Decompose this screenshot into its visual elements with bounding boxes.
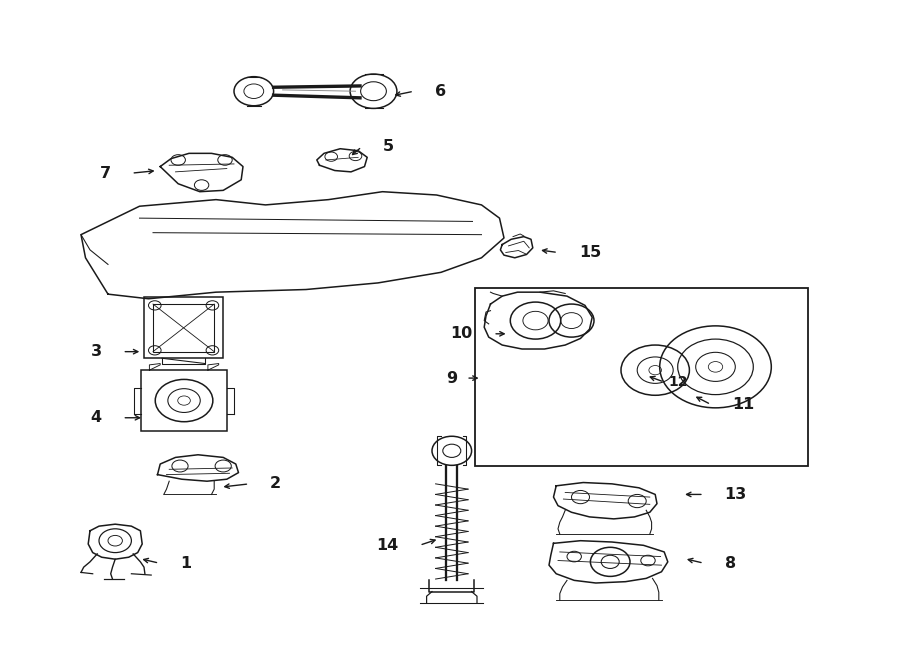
Text: 5: 5 bbox=[382, 139, 393, 154]
Text: 4: 4 bbox=[91, 410, 102, 425]
Text: 9: 9 bbox=[446, 371, 457, 385]
Bar bbox=[141, 370, 227, 431]
Text: 3: 3 bbox=[91, 344, 102, 359]
Bar bbox=[144, 297, 223, 358]
Text: 13: 13 bbox=[724, 487, 747, 502]
Bar bbox=[475, 288, 808, 466]
Text: 14: 14 bbox=[376, 538, 399, 553]
Text: 7: 7 bbox=[100, 166, 111, 180]
Text: 1: 1 bbox=[180, 556, 191, 570]
Text: 10: 10 bbox=[450, 327, 472, 341]
Bar bbox=[153, 304, 214, 352]
Text: 8: 8 bbox=[724, 556, 735, 570]
Text: 6: 6 bbox=[435, 84, 446, 98]
Text: 11: 11 bbox=[732, 397, 754, 412]
Text: 15: 15 bbox=[579, 245, 601, 260]
Text: 12: 12 bbox=[669, 375, 689, 389]
Text: 2: 2 bbox=[270, 477, 281, 491]
